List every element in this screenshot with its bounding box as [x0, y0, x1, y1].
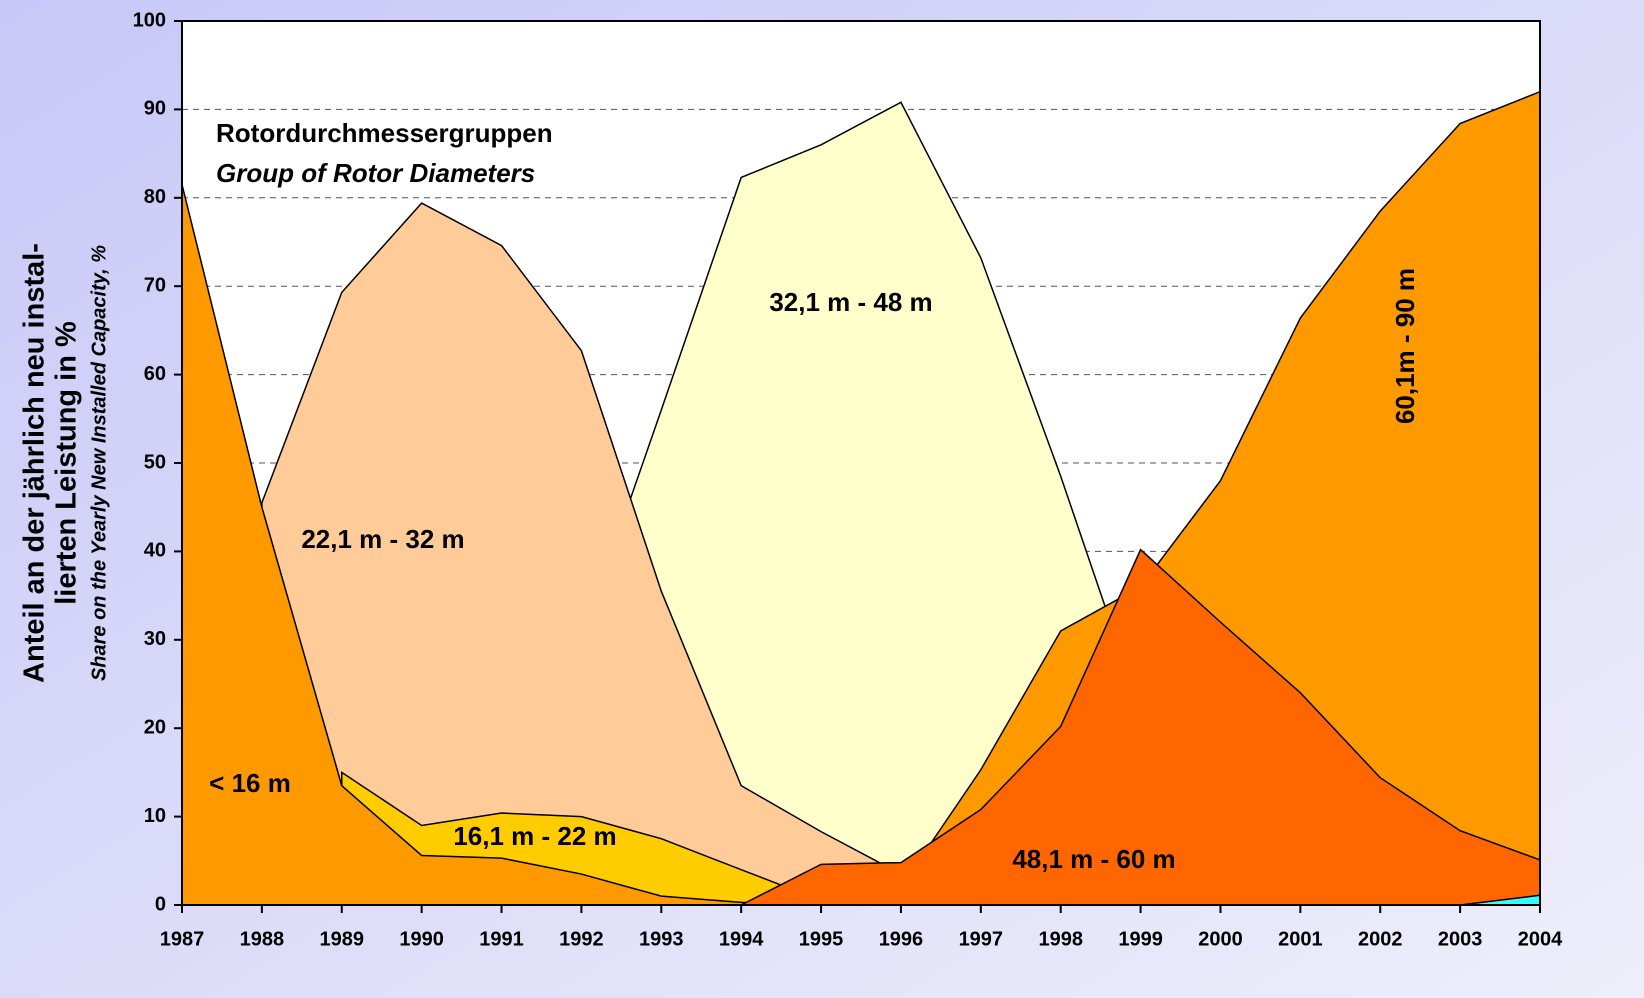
chart-title: Rotordurchmessergruppen: [216, 118, 553, 148]
x-tick-label: 2002: [1358, 928, 1403, 950]
series-label: 22,1 m - 32 m: [301, 524, 464, 554]
y-tick-label: 70: [144, 274, 166, 296]
y-tick-label: 20: [144, 716, 166, 738]
y-tick-label: 90: [144, 98, 166, 120]
x-tick-label: 1999: [1118, 928, 1163, 950]
series-label: 60,1m - 90 m: [1390, 268, 1420, 424]
x-tick-label: 1989: [320, 928, 365, 950]
x-tick-label: 1987: [160, 928, 205, 950]
y-tick-label: 100: [133, 9, 166, 31]
x-tick-label: 1988: [240, 928, 285, 950]
x-tick-label: 2003: [1438, 928, 1483, 950]
series-label: 48,1 m - 60 m: [1012, 844, 1175, 874]
y-tick-label: 40: [144, 540, 166, 562]
x-tick-label: 2000: [1198, 928, 1243, 950]
y-tick-label: 80: [144, 186, 166, 208]
x-tick-label: 2001: [1278, 928, 1323, 950]
x-tick-label: 1995: [799, 928, 844, 950]
y-tick-label: 60: [144, 363, 166, 385]
x-tick-label: 1993: [639, 928, 684, 950]
x-tick-label: 1996: [879, 928, 924, 950]
y-axis-label: lierten Leistung in %: [51, 321, 83, 605]
x-tick-label: 1998: [1038, 928, 1083, 950]
y-tick-label: 10: [144, 805, 166, 827]
x-tick-label: 1997: [959, 928, 1004, 950]
y-tick-label: 50: [144, 451, 166, 473]
x-tick-label: 1991: [479, 928, 524, 950]
x-tick-label: 1990: [399, 928, 444, 950]
x-tick-label: 1994: [719, 928, 764, 950]
y-tick-label: 30: [144, 628, 166, 650]
chart-subtitle: Group of Rotor Diameters: [216, 158, 535, 188]
x-tick-label: 1992: [559, 928, 604, 950]
series-label: 16,1 m - 22 m: [453, 821, 616, 851]
y-axis-label: Anteil an der jährlich neu instal-: [19, 243, 51, 683]
y-axis-label-en: Share on the Yearly New Installed Capaci…: [88, 245, 110, 681]
x-tick-label: 2004: [1518, 928, 1563, 950]
y-tick-label: 0: [155, 893, 166, 915]
series-label: < 16 m: [209, 768, 291, 798]
series-label: 32,1 m - 48 m: [769, 287, 932, 317]
